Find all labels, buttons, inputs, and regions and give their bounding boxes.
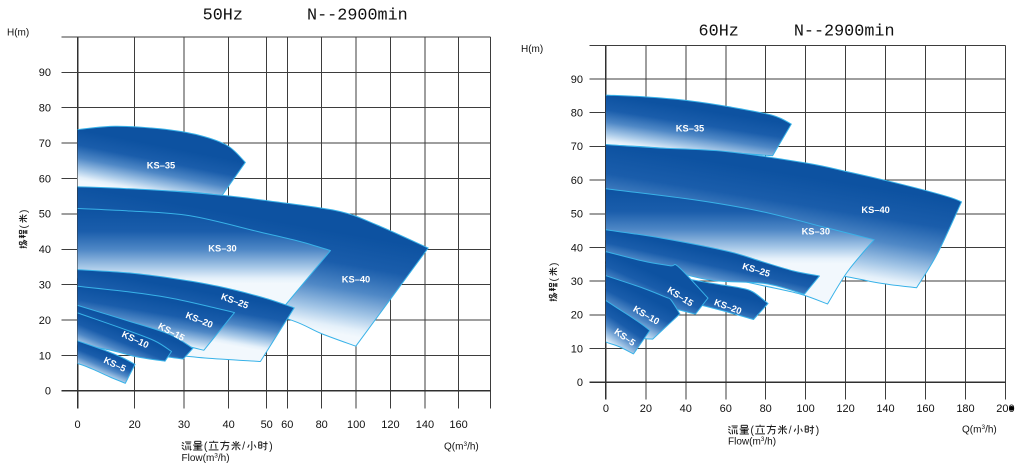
svg-text:(: ( [19,225,30,229]
svg-text:20: 20 [571,310,583,322]
svg-text:140: 140 [416,419,434,431]
svg-text:0: 0 [75,419,81,431]
svg-text:): ) [549,263,560,266]
svg-text:KS–30: KS–30 [208,244,236,254]
svg-text:200: 200 [996,403,1014,415]
svg-text:30: 30 [571,276,583,288]
svg-text:60Hz: 60Hz [699,23,739,42]
svg-text:100: 100 [347,419,365,431]
svg-text:80: 80 [39,103,51,115]
svg-text:90: 90 [39,67,51,79]
svg-text:90: 90 [571,74,583,86]
svg-text:80: 80 [316,419,328,431]
svg-text:20: 20 [640,403,652,415]
svg-text:120: 120 [836,403,854,415]
svg-text:70: 70 [39,138,51,150]
svg-text:Q(m3/h): Q(m3/h) [444,441,479,453]
svg-text:H(m): H(m) [7,28,29,39]
svg-text:): ) [269,441,273,453]
svg-text:100: 100 [796,403,814,415]
svg-text:Flow(m3/h): Flow(m3/h) [728,436,776,448]
svg-text:Flow(m3/h): Flow(m3/h) [182,453,230,465]
svg-text:KS–40: KS–40 [861,205,889,215]
svg-text:0: 0 [577,377,583,389]
svg-text:(: ( [549,278,560,282]
svg-text:(: ( [204,441,208,453]
svg-text:/: / [242,441,245,453]
svg-text:160: 160 [916,403,934,415]
svg-text:40: 40 [571,242,583,254]
svg-text:): ) [816,425,820,437]
svg-text:50: 50 [571,209,583,221]
svg-text:160: 160 [449,419,467,431]
svg-text:40: 40 [680,403,692,415]
svg-text:40: 40 [222,419,234,431]
svg-text:60: 60 [571,175,583,187]
svg-text:(: ( [750,425,754,437]
svg-text:60: 60 [281,419,293,431]
svg-text:20: 20 [129,419,141,431]
svg-text:80: 80 [571,108,583,120]
svg-text:Q(m3/h): Q(m3/h) [962,424,997,436]
svg-text:30: 30 [39,280,51,292]
svg-text:KS–40: KS–40 [342,274,370,284]
svg-text:60: 60 [720,403,732,415]
svg-text:0: 0 [45,386,51,398]
svg-text:30: 30 [178,419,190,431]
svg-text:50Hz: 50Hz [203,7,243,26]
svg-text:KS–35: KS–35 [147,160,175,170]
svg-text:50: 50 [261,419,273,431]
svg-text:120: 120 [381,419,399,431]
svg-text:20: 20 [39,315,51,327]
svg-text:/: / [789,425,792,437]
svg-text:70: 70 [571,141,583,153]
svg-text:): ) [19,210,30,213]
svg-text:50: 50 [39,209,51,221]
svg-text:180: 180 [956,403,974,415]
svg-text:0: 0 [603,403,609,415]
svg-text:140: 140 [876,403,894,415]
svg-text:KS–30: KS–30 [802,227,830,237]
svg-text:N--2900min: N--2900min [794,23,895,42]
svg-text:H(m): H(m) [521,44,543,55]
svg-text:10: 10 [39,350,51,362]
svg-text:KS–35: KS–35 [676,123,704,133]
svg-text:80: 80 [760,403,772,415]
svg-text:N--2900min: N--2900min [307,7,408,26]
svg-text:60: 60 [39,173,51,185]
svg-text:40: 40 [39,244,51,256]
svg-text:10: 10 [571,343,583,355]
